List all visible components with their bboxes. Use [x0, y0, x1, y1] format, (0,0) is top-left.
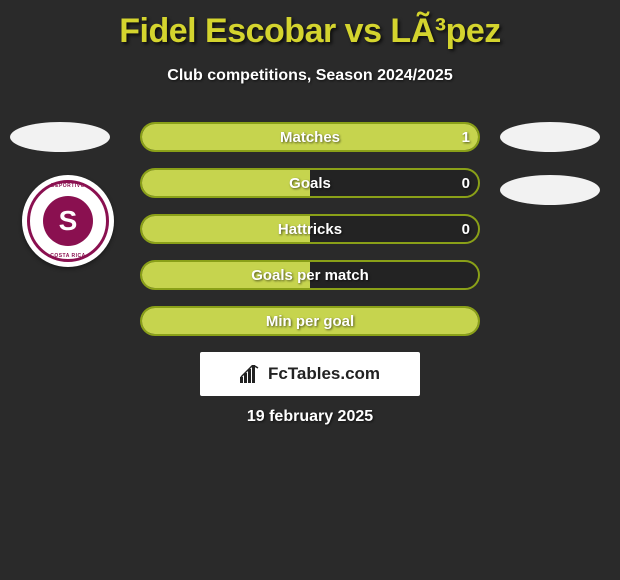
player-photo-left	[10, 122, 110, 152]
stat-row-hattricks: Hattricks 0	[140, 214, 480, 244]
brand-badge: FcTables.com	[200, 352, 420, 396]
club-rim-text-bottom: COSTA RICA	[50, 253, 86, 259]
club-letter: S	[43, 196, 93, 246]
page-title: Fidel Escobar vs LÃ³pez	[0, 0, 620, 51]
bars-icon	[240, 365, 262, 383]
stat-value: 0	[462, 175, 470, 192]
stat-value: 1	[462, 129, 470, 146]
stats-panel: Matches 1 Goals 0 Hattricks 0 Goals per …	[140, 122, 480, 352]
stat-label: Min per goal	[142, 313, 478, 330]
subtitle: Club competitions, Season 2024/2025	[0, 67, 620, 85]
stat-row-matches: Matches 1	[140, 122, 480, 152]
stat-label: Matches	[142, 129, 478, 146]
stat-row-goals: Goals 0	[140, 168, 480, 198]
brand-text: FcTables.com	[268, 364, 380, 384]
club-badge-right	[500, 175, 600, 205]
player-photo-right	[500, 122, 600, 152]
stat-row-goals-per-match: Goals per match	[140, 260, 480, 290]
stat-label: Goals	[142, 175, 478, 192]
stat-row-min-per-goal: Min per goal	[140, 306, 480, 336]
stat-value: 0	[462, 221, 470, 238]
club-badge-left: DEPORTIVO S COSTA RICA	[22, 175, 114, 267]
club-rim-text-top: DEPORTIVO	[51, 183, 85, 189]
stat-label: Goals per match	[142, 267, 478, 284]
date-label: 19 february 2025	[0, 408, 620, 426]
stat-label: Hattricks	[142, 221, 478, 238]
